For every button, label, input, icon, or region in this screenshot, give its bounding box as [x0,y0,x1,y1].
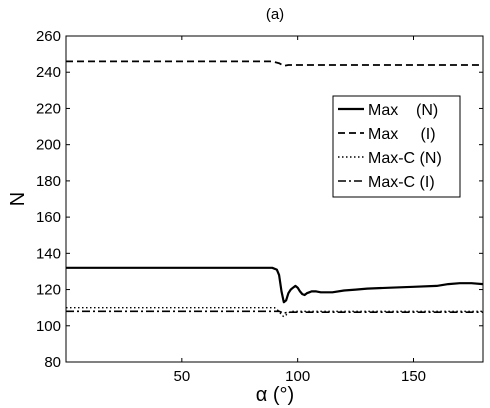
series-line-dashdot [66,310,483,314]
series-line-dotted [66,307,483,318]
y-axis-title: N [7,192,29,206]
plot-area-frame [65,35,484,363]
legend: Max (N) Max (I) Max-C (N) Max-C (I) [332,95,461,198]
x-tick-label: 100 [285,368,310,385]
x-axis: 50 100 150 [173,36,426,385]
legend-label: Max-C (I) [368,174,435,191]
y-tick-label: 240 [36,64,61,81]
y-axis: 80 100 120 140 160 180 200 220 240 260 [36,28,483,371]
legend-label: Max (I) [368,126,436,143]
y-tick-label: 160 [36,209,61,226]
chart-title: (a) [266,6,284,23]
x-axis-title: α (°) [256,384,294,406]
legend-box [332,95,461,198]
x-tick-label: 150 [401,368,426,385]
y-tick-label: 80 [44,354,61,371]
legend-entries: Max (N) Max (I) Max-C (N) Max-C (I) [338,102,442,191]
series-layer [66,60,484,318]
y-tick-label: 120 [36,282,61,299]
y-tick-label: 220 [36,100,61,117]
series-line-solid [66,266,484,304]
series-line-dashed [66,60,483,67]
y-tick-label: 200 [36,137,61,154]
legend-label: Max-C (N) [368,150,442,167]
y-tick-label: 180 [36,173,61,190]
y-tick-label: 100 [36,318,61,335]
x-tick-label: 50 [173,368,190,385]
y-tick-label: 140 [36,245,61,262]
y-tick-label: 260 [36,28,61,45]
legend-label: Max (N) [368,102,438,119]
